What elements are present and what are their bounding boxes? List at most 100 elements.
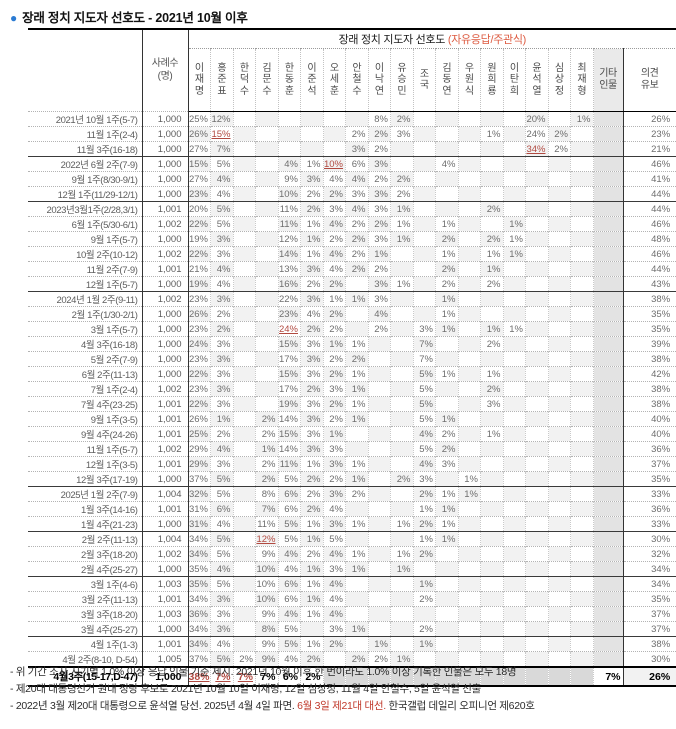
value-cell [458, 111, 481, 127]
value-cell [503, 261, 526, 277]
value-cell [480, 486, 504, 502]
value-cell: 1% [480, 366, 504, 382]
value-cell [458, 306, 481, 322]
row-label: 7월 1주(2-4) [28, 381, 143, 397]
value-cell [300, 141, 324, 157]
value-cell [255, 141, 279, 157]
value-cell [390, 621, 414, 637]
value-cell [480, 351, 504, 367]
value-cell [525, 246, 549, 262]
value-cell [458, 216, 481, 232]
value-cell: 31% [188, 501, 211, 517]
sample-size-header: 사례수 (명) [142, 29, 189, 112]
value-cell: 3% [210, 381, 234, 397]
value-cell: 7% [413, 351, 436, 367]
value-cell: 25% [188, 426, 211, 442]
etc-cell [593, 141, 624, 157]
value-cell: 15% [278, 366, 301, 382]
value-cell [458, 381, 481, 397]
bullet-icon: ● [10, 11, 18, 25]
reserve-cell: 26% [622, 667, 676, 686]
row-label: 12월 1주(11/29-12/1) [28, 186, 143, 202]
column-header-person: 우 원 식 [458, 48, 481, 112]
value-cell [458, 156, 481, 172]
value-cell [570, 171, 594, 187]
value-cell [458, 546, 481, 562]
value-cell [480, 156, 504, 172]
value-cell [525, 336, 549, 352]
value-cell: 1% [390, 651, 414, 667]
value-cell: 1% [480, 126, 504, 142]
peak-value: 34% [526, 143, 546, 155]
value-cell [368, 606, 391, 622]
value-cell [570, 231, 594, 247]
value-cell [233, 576, 256, 592]
value-cell [570, 186, 594, 202]
value-cell: 3% [345, 141, 369, 157]
value-cell: 1% [345, 396, 369, 412]
value-cell [480, 561, 504, 577]
value-cell: 3% [210, 336, 234, 352]
column-header-person: 유 승 민 [390, 48, 414, 112]
row-label: 3월 1주(4-6) [28, 576, 143, 592]
value-cell: 2% [255, 411, 279, 427]
value-cell: 6% [278, 501, 301, 517]
value-cell: 3% [210, 621, 234, 637]
row-label: 11월 1주(2-4) [28, 126, 143, 142]
value-cell [435, 591, 459, 607]
value-cell: 1% [300, 216, 324, 232]
value-cell [368, 396, 391, 412]
value-cell [413, 201, 436, 217]
value-cell [570, 441, 594, 457]
reserve-cell: 23% [622, 126, 676, 142]
value-cell [525, 456, 549, 472]
value-cell [570, 606, 594, 622]
column-header-person: 김 동 연 [435, 48, 459, 112]
sample-size-cell: 1,001 [142, 411, 189, 427]
value-cell: 5% [210, 486, 234, 502]
value-cell [503, 126, 526, 142]
value-cell: 3% [300, 291, 324, 307]
value-cell [368, 501, 391, 517]
reserve-cell: 46% [622, 216, 676, 232]
row-label: 11월 3주(16-18) [28, 141, 143, 157]
value-cell: 2% [345, 246, 369, 262]
etc-cell [593, 441, 624, 457]
value-cell [548, 531, 571, 547]
value-cell: 1% [390, 516, 414, 532]
value-cell [323, 651, 346, 667]
value-cell [503, 186, 526, 202]
value-cell: 4% [323, 501, 346, 517]
value-cell [503, 456, 526, 472]
poll-row: 9월 4주(24-26) 1,001 25% 2% 2% 15% 3% 1% 4% 2% 1% 40% [28, 426, 676, 442]
reserve-cell: 39% [622, 336, 676, 352]
value-cell: 2% [255, 456, 279, 472]
row-label: 2월 4주(25-27) [28, 561, 143, 577]
value-cell: 8% [368, 111, 391, 127]
value-cell [503, 366, 526, 382]
value-cell: 1% [345, 381, 369, 397]
value-cell: 3% [210, 606, 234, 622]
survey-question-note: (자유응답/주관식) [447, 34, 527, 46]
value-cell [548, 411, 571, 427]
value-cell [255, 336, 279, 352]
value-cell: 3% [210, 396, 234, 412]
value-cell: 5% [210, 216, 234, 232]
value-cell [503, 591, 526, 607]
value-cell: 3% [345, 186, 369, 202]
value-cell [345, 321, 369, 337]
value-cell [525, 561, 549, 577]
value-cell: 31% [188, 516, 211, 532]
sample-size-cell: 1,000 [142, 667, 189, 686]
sample-size-cell: 1,002 [142, 381, 189, 397]
value-cell [390, 501, 414, 517]
sample-size-cell: 1,001 [142, 636, 189, 652]
value-cell [525, 426, 549, 442]
etc-cell [593, 171, 624, 187]
value-cell: 4% [278, 156, 301, 172]
value-cell [390, 156, 414, 172]
value-cell: 4% [413, 456, 436, 472]
value-cell: 21% [188, 261, 211, 277]
value-cell [435, 621, 459, 637]
row-label: 10월 2주(10-12) [28, 246, 143, 262]
